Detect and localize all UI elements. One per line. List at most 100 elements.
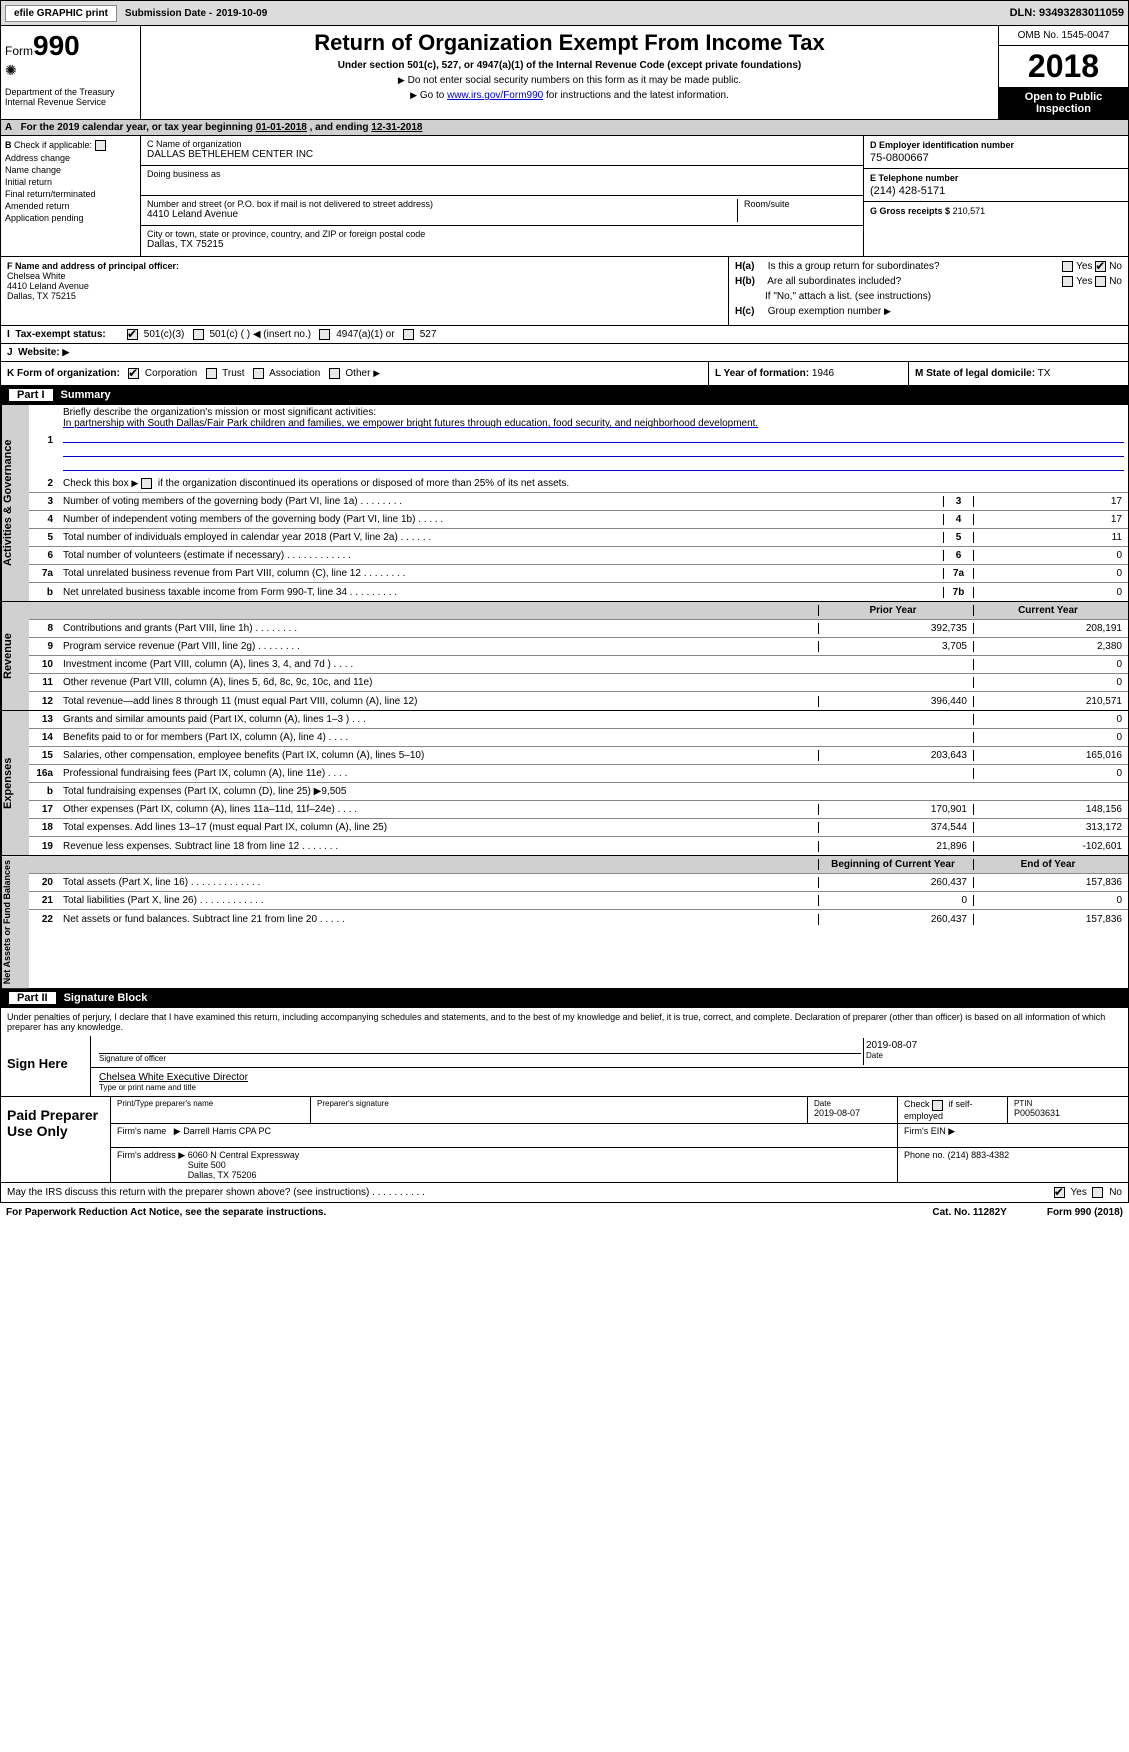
paid-preparer-block: Paid Preparer Use Only Print/Type prepar… bbox=[0, 1097, 1129, 1182]
part-1-revenue: Revenue Prior Year Current Year 8 Contri… bbox=[0, 602, 1129, 711]
chk-4947[interactable] bbox=[319, 329, 330, 340]
chk-501c3[interactable] bbox=[127, 329, 138, 340]
discuss-no-checkbox[interactable] bbox=[1092, 1187, 1103, 1198]
row-a-tax-year: A For the 2019 calendar year, or tax yea… bbox=[0, 120, 1129, 136]
discuss-yes-checkbox[interactable] bbox=[1054, 1187, 1065, 1198]
line-16a: 16a Professional fundraising fees (Part … bbox=[29, 765, 1128, 783]
line-1-label: Briefly describe the organization's miss… bbox=[63, 407, 376, 418]
prep-date-label: Date bbox=[814, 1099, 891, 1108]
street-value: 4410 Leland Avenue bbox=[147, 209, 737, 220]
firm-phone: (214) 883-4382 bbox=[948, 1150, 1010, 1160]
ha-yes-checkbox[interactable] bbox=[1062, 261, 1073, 272]
part-2-num: Part II bbox=[9, 992, 56, 1004]
room-label: Room/suite bbox=[744, 199, 857, 209]
line-20: 20 Total assets (Part X, line 16) . . . … bbox=[29, 874, 1128, 892]
chk-assoc[interactable] bbox=[253, 368, 264, 379]
firm-ein-label: Firm's EIN bbox=[904, 1126, 946, 1136]
row-k-l-m: K Form of organization: Corporation Trus… bbox=[0, 362, 1129, 386]
chk-final-return: Final return/terminated bbox=[5, 189, 136, 199]
firm-name: Darrell Harris CPA PC bbox=[183, 1126, 271, 1136]
chk-amended: Amended return bbox=[5, 201, 136, 211]
efile-print-button[interactable]: efile GRAPHIC print bbox=[5, 5, 117, 22]
mission-text: In partnership with South Dallas/Fair Pa… bbox=[63, 418, 758, 429]
form-number-block: Form990 ✺ Department of the Treasury Int… bbox=[1, 26, 141, 119]
footer: For Paperwork Reduction Act Notice, see … bbox=[0, 1203, 1129, 1222]
part-1-governance: Activities & Governance 1 Briefly descri… bbox=[0, 405, 1129, 602]
col-current-year: Current Year bbox=[973, 605, 1128, 616]
chk-527[interactable] bbox=[403, 329, 414, 340]
prep-date-value: 2019-08-07 bbox=[814, 1108, 891, 1118]
col-eoy: End of Year bbox=[973, 859, 1128, 870]
chk-name-change: Name change bbox=[5, 165, 136, 175]
form-title: Return of Organization Exempt From Incom… bbox=[161, 30, 978, 56]
gov-line-7a: 7a Total unrelated business revenue from… bbox=[29, 565, 1128, 583]
line-10: 10 Investment income (Part VIII, column … bbox=[29, 656, 1128, 674]
prep-name-label: Print/Type preparer's name bbox=[117, 1099, 304, 1108]
gov-line-5: 5 Total number of individuals employed i… bbox=[29, 529, 1128, 547]
hb-no-checkbox[interactable] bbox=[1095, 276, 1106, 287]
part-1-net-assets: Net Assets or Fund Balances Beginning of… bbox=[0, 856, 1129, 989]
signature-block: Under penalties of perjury, I declare th… bbox=[0, 1008, 1129, 1097]
row-i-tax-status: I Tax-exempt status: 501(c)(3) 501(c) ( … bbox=[0, 326, 1129, 344]
line-19: 19 Revenue less expenses. Subtract line … bbox=[29, 837, 1128, 855]
hc-label: H(c) bbox=[735, 306, 765, 317]
sign-here-label: Sign Here bbox=[1, 1036, 91, 1096]
side-net-assets: Net Assets or Fund Balances bbox=[1, 856, 29, 988]
col-d-ein-phone: D Employer identification number 75-0800… bbox=[863, 136, 1128, 256]
col-prior-year: Prior Year bbox=[818, 605, 973, 616]
city-label: City or town, state or province, country… bbox=[147, 229, 857, 239]
title-center: Return of Organization Exempt From Incom… bbox=[141, 26, 998, 119]
form-ref: Form 990 (2018) bbox=[1047, 1207, 1123, 1218]
firm-address: 6060 N Central Expressway Suite 500 Dall… bbox=[188, 1150, 300, 1180]
part-2-header: Part II Signature Block bbox=[0, 989, 1129, 1008]
section-b-c-d: B Check if applicable: Address change Na… bbox=[0, 136, 1129, 257]
hb-yes-checkbox[interactable] bbox=[1062, 276, 1073, 287]
open-to-public-badge: Open to Public Inspection bbox=[999, 87, 1128, 119]
sig-name-value: Chelsea White Executive Director bbox=[99, 1072, 1120, 1083]
form-subtitle: Under section 501(c), 527, or 4947(a)(1)… bbox=[161, 60, 978, 71]
irs-instructions-link[interactable]: www.irs.gov/Form990 bbox=[447, 90, 543, 101]
line-13: 13 Grants and similar amounts paid (Part… bbox=[29, 711, 1128, 729]
note-instructions: Go to www.irs.gov/Form990 for instructio… bbox=[161, 90, 978, 101]
ha-no-checkbox[interactable] bbox=[1095, 261, 1106, 272]
form-number: 990 bbox=[33, 30, 80, 61]
submission-date-value: 2019-10-09 bbox=[216, 8, 267, 19]
col-b-checkboxes: B Check if applicable: Address change Na… bbox=[1, 136, 141, 256]
dln: DLN: 93493283011059 bbox=[1010, 7, 1124, 19]
chk-discontinued[interactable] bbox=[141, 478, 152, 489]
department-label: Department of the Treasury Internal Reve… bbox=[5, 87, 136, 107]
chk-501c[interactable] bbox=[193, 329, 204, 340]
officer-addr1: 4410 Leland Avenue bbox=[7, 281, 722, 291]
line-17: 17 Other expenses (Part IX, column (A), … bbox=[29, 801, 1128, 819]
section-f-h: F Name and address of principal officer:… bbox=[0, 257, 1129, 326]
gov-line-4: 4 Number of independent voting members o… bbox=[29, 511, 1128, 529]
omb-number: OMB No. 1545-0047 bbox=[999, 26, 1128, 46]
form-990-page: efile GRAPHIC print Submission Date - 20… bbox=[0, 0, 1129, 1222]
line-b: b Total fundraising expenses (Part IX, c… bbox=[29, 783, 1128, 801]
line-14: 14 Benefits paid to or for members (Part… bbox=[29, 729, 1128, 747]
hb-label: H(b) bbox=[735, 276, 765, 287]
chk-other[interactable] bbox=[329, 368, 340, 379]
l-label: L Year of formation: bbox=[715, 368, 809, 379]
chk-address-change: Address change bbox=[5, 153, 136, 163]
paperwork-notice: For Paperwork Reduction Act Notice, see … bbox=[6, 1207, 932, 1218]
ptin-value: P00503631 bbox=[1014, 1108, 1122, 1118]
city-value: Dallas, TX 75215 bbox=[147, 239, 857, 250]
note-ssn: Do not enter social security numbers on … bbox=[161, 75, 978, 86]
checkbox-applicable[interactable] bbox=[95, 140, 106, 151]
ptin-label: PTIN bbox=[1014, 1099, 1122, 1108]
tax-year: 2018 bbox=[999, 46, 1128, 87]
chk-self-employed[interactable] bbox=[932, 1100, 943, 1111]
dba-label: Doing business as bbox=[147, 169, 857, 179]
chk-initial-return: Initial return bbox=[5, 177, 136, 187]
line-18: 18 Total expenses. Add lines 13–17 (must… bbox=[29, 819, 1128, 837]
gross-receipts: G Gross receipts $ 210,571 bbox=[870, 206, 1122, 216]
side-revenue: Revenue bbox=[1, 602, 29, 710]
dln-label: DLN: bbox=[1010, 7, 1036, 19]
sig-date-label: Date bbox=[866, 1051, 1120, 1060]
submission-date-label: Submission Date - bbox=[125, 8, 212, 19]
chk-trust[interactable] bbox=[206, 368, 217, 379]
chk-corp[interactable] bbox=[128, 368, 139, 379]
hb-note: If "No," attach a list. (see instruction… bbox=[735, 291, 1122, 302]
hb-text: Are all subordinates included? bbox=[767, 276, 901, 287]
